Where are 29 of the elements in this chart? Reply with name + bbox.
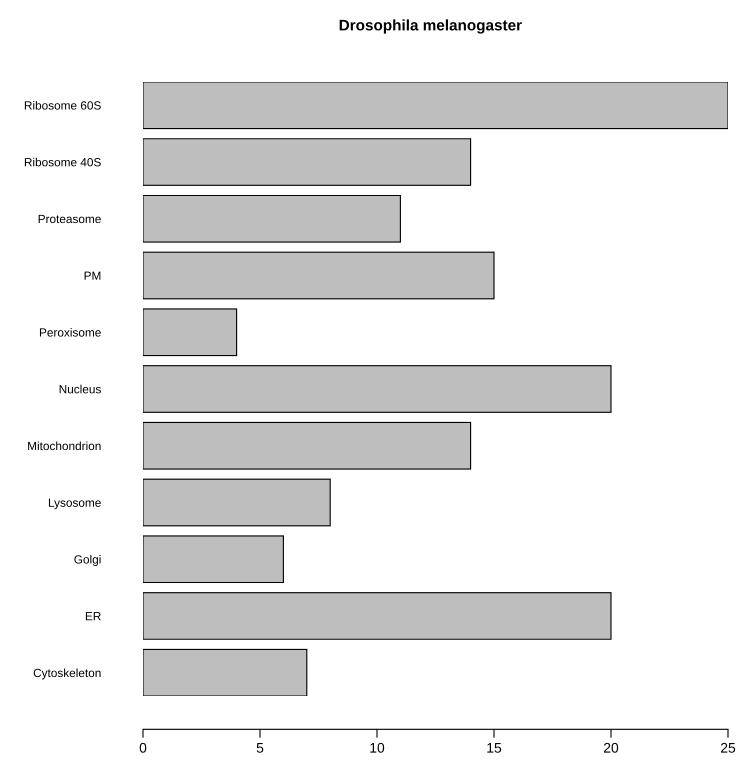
- bar: [143, 592, 612, 640]
- y-tick-label: Golgi: [74, 554, 101, 566]
- x-tick-label: 20: [604, 742, 618, 753]
- y-tick-label: PM: [84, 272, 100, 280]
- bar: [143, 138, 472, 186]
- y-tick-label: Ribosome 60S: [24, 100, 101, 110]
- x-tick-label: 10: [370, 742, 384, 753]
- x-tick-label: 15: [487, 743, 502, 753]
- bar: [143, 252, 495, 300]
- y-tick-label: Peroxisome: [40, 328, 101, 337]
- y-tick-label: Lysosome: [48, 498, 101, 510]
- bar: [143, 478, 331, 526]
- y-tick-label: Proteasome: [38, 214, 101, 224]
- bar: [143, 365, 612, 413]
- y-tick-label: Ribosome 40S: [24, 158, 101, 166]
- y-tick-label: Mitochondrion: [28, 441, 101, 450]
- bar: [143, 194, 401, 243]
- bar: [143, 308, 238, 356]
- y-tick-label: Cytoskeleton: [34, 668, 101, 680]
- bar: [143, 82, 728, 130]
- x-tick-label: 5: [256, 743, 264, 753]
- bar: [143, 648, 308, 696]
- bar: [143, 422, 472, 470]
- y-tick-label: Nucleus: [60, 384, 101, 394]
- bar: [143, 535, 284, 584]
- chart-title: Drosophila melanogaster: [340, 19, 522, 34]
- y-tick-label: ER: [86, 612, 101, 620]
- x-tick-label: 0: [140, 742, 146, 753]
- x-tick-label: 25: [720, 742, 736, 753]
